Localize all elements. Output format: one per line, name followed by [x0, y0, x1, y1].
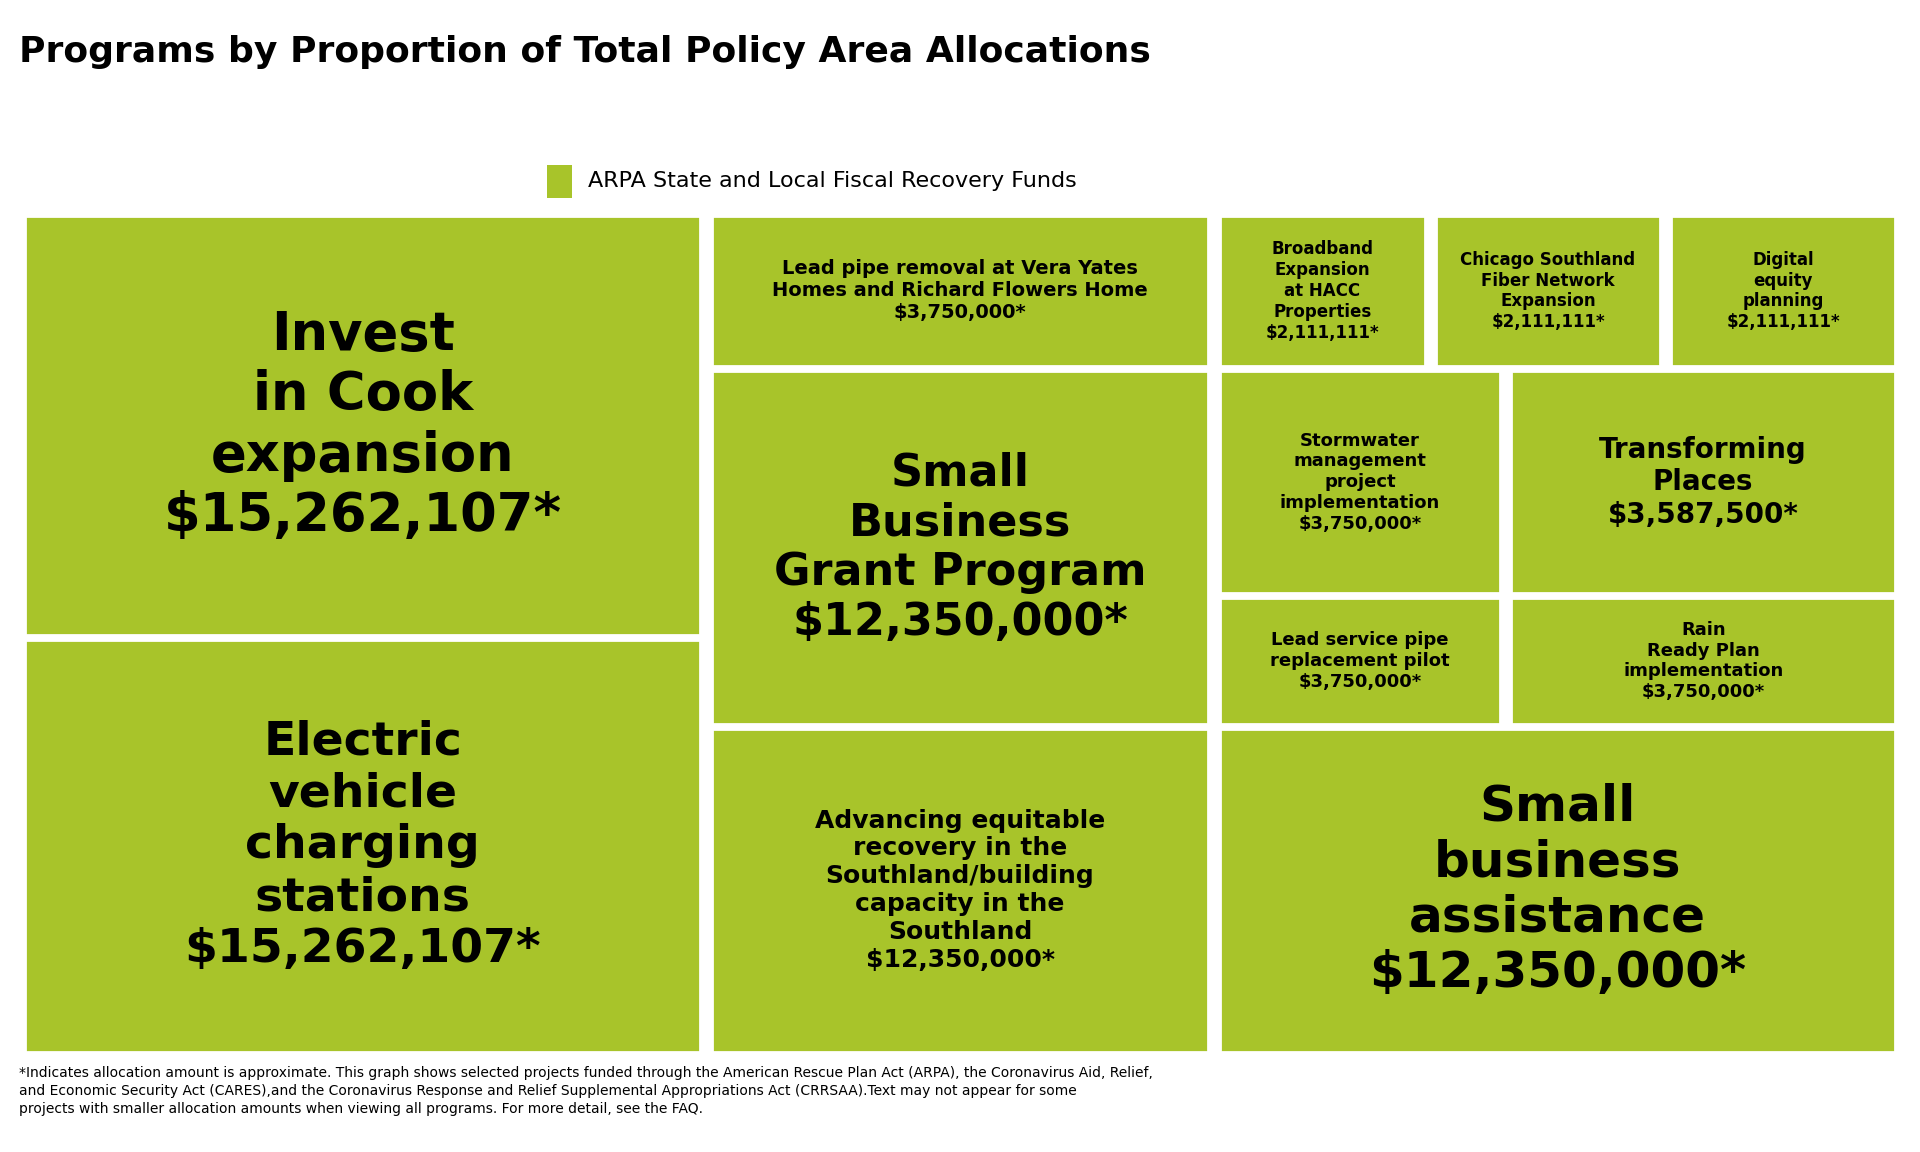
- Bar: [1219, 215, 1425, 366]
- Bar: [1511, 371, 1895, 593]
- Text: Lead pipe removal at Vera Yates
Homes and Richard Flowers Home
$3,750,000*: Lead pipe removal at Vera Yates Homes an…: [772, 259, 1148, 323]
- Text: Stormwater
management
project
implementation
$3,750,000*: Stormwater management project implementa…: [1281, 432, 1440, 533]
- Text: Rain
Ready Plan
implementation
$3,750,000*: Rain Ready Plan implementation $3,750,00…: [1622, 621, 1784, 702]
- Bar: [712, 371, 1208, 723]
- Bar: [1511, 598, 1895, 723]
- Text: Lead service pipe
replacement pilot
$3,750,000*: Lead service pipe replacement pilot $3,7…: [1269, 631, 1450, 691]
- Text: Electric
vehicle
charging
stations
$15,262,107*: Electric vehicle charging stations $15,2…: [184, 720, 541, 972]
- Bar: [1670, 215, 1895, 366]
- Text: Transforming
Places
$3,587,500*: Transforming Places $3,587,500*: [1599, 435, 1807, 529]
- Text: Chicago Southland
Fiber Network
Expansion
$2,111,111*: Chicago Southland Fiber Network Expansio…: [1461, 251, 1636, 331]
- Text: Digital
equity
planning
$2,111,111*: Digital equity planning $2,111,111*: [1726, 251, 1839, 331]
- Text: Programs by Proportion of Total Policy Area Allocations: Programs by Proportion of Total Policy A…: [19, 35, 1152, 69]
- Text: Advancing equitable
recovery in the
Southland/building
capacity in the
Southland: Advancing equitable recovery in the Sout…: [814, 809, 1106, 971]
- Bar: [1436, 215, 1661, 366]
- Bar: [25, 215, 701, 635]
- Bar: [712, 728, 1208, 1052]
- Text: Small
business
assistance
$12,350,000*: Small business assistance $12,350,000*: [1369, 782, 1745, 998]
- Text: Small
Business
Grant Program
$12,350,000*: Small Business Grant Program $12,350,000…: [774, 452, 1146, 644]
- Bar: [712, 215, 1208, 366]
- Text: Broadband
Expansion
at HACC
Properties
$2,111,111*: Broadband Expansion at HACC Properties $…: [1265, 241, 1379, 341]
- Bar: [1219, 728, 1895, 1052]
- Bar: [25, 641, 701, 1052]
- Bar: [1219, 598, 1500, 723]
- Text: ARPA State and Local Fiscal Recovery Funds: ARPA State and Local Fiscal Recovery Fun…: [588, 172, 1077, 191]
- Bar: [1219, 371, 1500, 593]
- Text: Invest
in Cook
expansion
$15,262,107*: Invest in Cook expansion $15,262,107*: [163, 309, 563, 541]
- Text: *Indicates allocation amount is approximate. This graph shows selected projects : *Indicates allocation amount is approxim…: [19, 1066, 1154, 1116]
